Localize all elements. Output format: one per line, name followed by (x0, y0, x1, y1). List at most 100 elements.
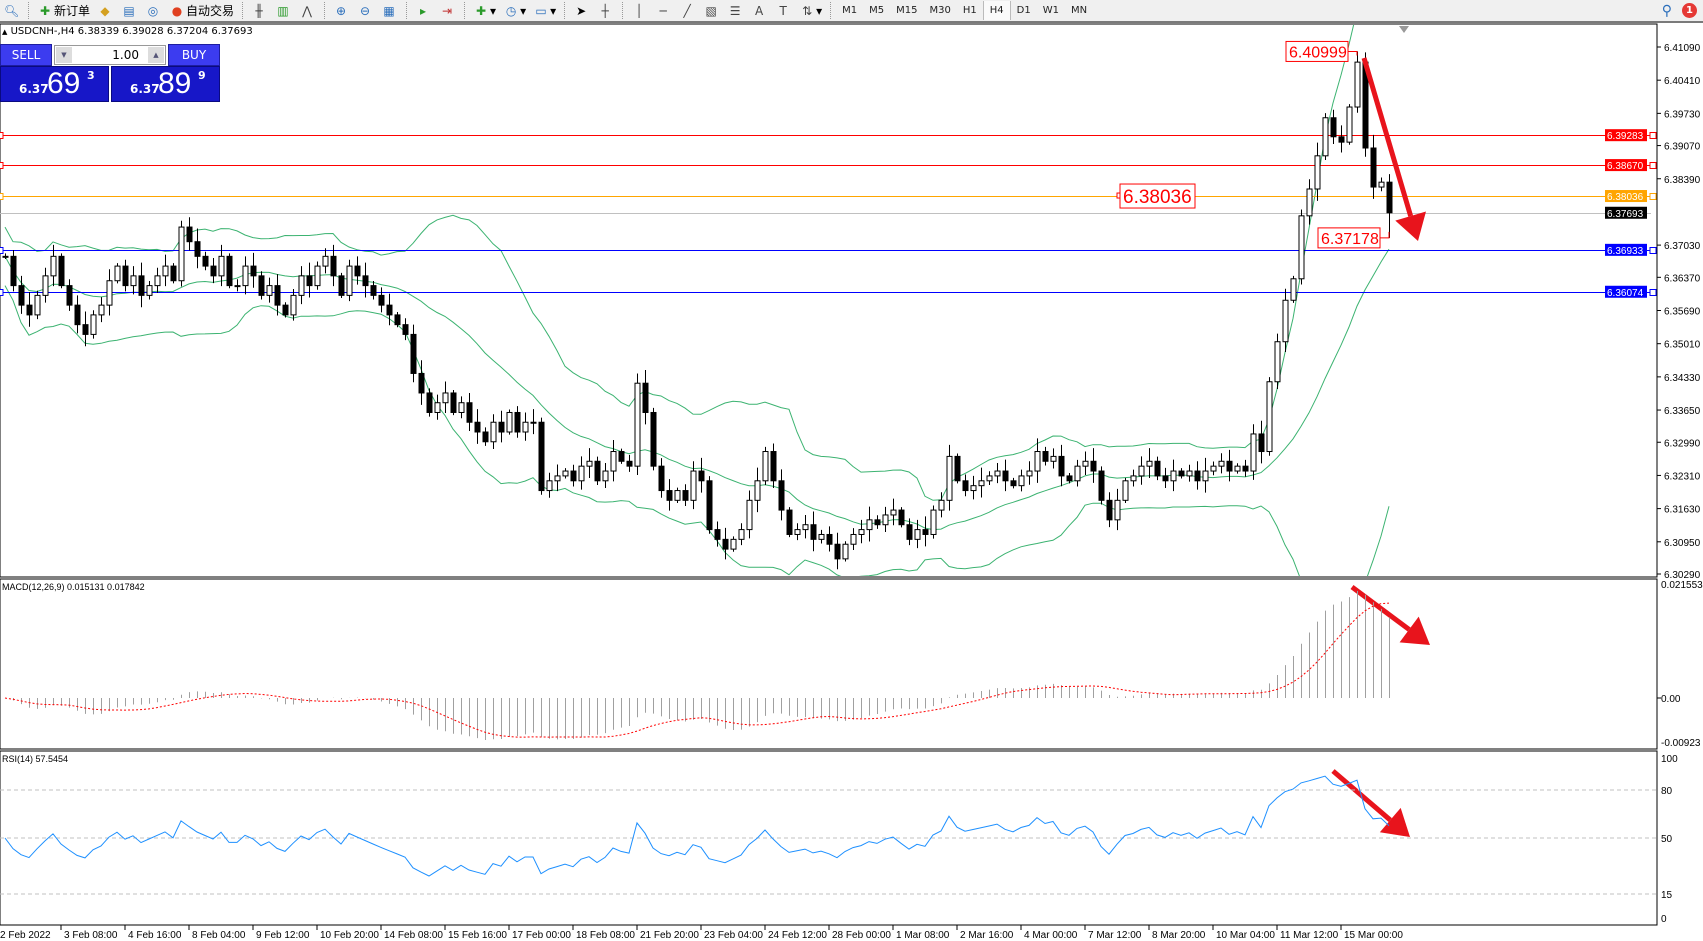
candle (1242, 459, 1249, 477)
chart-shift-button[interactable]: ⇥ (436, 1, 460, 20)
candle (578, 456, 585, 490)
timeframe-d1[interactable]: D1 (1016, 5, 1031, 16)
tile-windows-button[interactable]: ▦ (378, 1, 402, 20)
candle (738, 523, 745, 546)
price-axis-label: 6.35010 (1664, 340, 1701, 351)
lot-increase-button[interactable]: ▲ (148, 47, 164, 63)
lot-size-field[interactable]: ▼ 1.00 ▲ (54, 45, 166, 65)
templates-button[interactable]: ▭ ▾ (535, 3, 557, 18)
auto-trading-button[interactable]: ● 自动交易 (166, 1, 238, 20)
sell-price-pip: 3 (87, 69, 95, 82)
periods-button[interactable]: ◷ ▾ (505, 3, 527, 18)
metaeditor-button[interactable]: ◆ (94, 1, 118, 20)
timeframe-m15[interactable]: M15 (896, 5, 918, 16)
candle (1250, 424, 1257, 480)
line-handle[interactable] (0, 247, 4, 254)
candle (938, 492, 945, 518)
collapse-triangle-icon[interactable]: ▲ (2, 28, 8, 36)
candle-body (810, 524, 817, 540)
macd-axis-label: 0.021553 (1661, 580, 1703, 591)
candle-body (1226, 460, 1233, 472)
line-handle[interactable] (1649, 247, 1657, 254)
line-handle[interactable] (0, 162, 4, 169)
arrows-tool[interactable]: ⇅ ▾ (802, 3, 823, 18)
candlestick-button[interactable]: ▥ (272, 1, 296, 20)
candle-body (514, 411, 521, 433)
buy-price-button[interactable]: 6.37 89 9 (111, 66, 220, 102)
zoom-in-button[interactable]: ⊕ (330, 1, 354, 20)
time-axis-label: 8 Feb 04:00 (192, 930, 246, 941)
signals-button[interactable]: ◎ (142, 1, 166, 20)
candle-body (1010, 480, 1017, 487)
candle (1130, 469, 1137, 487)
candle (234, 279, 241, 292)
vertical-line-tool[interactable]: │ (628, 1, 652, 20)
text-label-tool[interactable]: T (772, 1, 796, 20)
timeframe-m1[interactable]: M1 (842, 5, 858, 16)
level-price-label-box (1119, 183, 1196, 209)
candle-body (626, 460, 633, 467)
horizontal-line-tool[interactable]: ─ (652, 1, 676, 20)
candle (426, 388, 433, 417)
candle-body (490, 421, 497, 443)
timeframe-m5[interactable]: M5 (869, 5, 885, 16)
timeframe-h4[interactable]: H4 (982, 1, 1011, 20)
rsi-axis-label: 0 (1661, 914, 1667, 925)
candle (306, 262, 313, 298)
strategy-tester-button[interactable]: ▤ (118, 1, 142, 20)
line-handle[interactable] (1649, 162, 1657, 169)
trendline-tool[interactable]: ╱ (676, 1, 700, 20)
lot-decrease-button[interactable]: ▼ (56, 47, 72, 63)
candle-body (746, 499, 753, 531)
price-down-arrow-shaft (1361, 57, 1414, 217)
cursor-tool[interactable]: ➤ (570, 1, 594, 20)
candle (2, 253, 9, 259)
candle (242, 256, 249, 295)
candle (322, 248, 329, 274)
line-handle[interactable] (1649, 132, 1657, 139)
sell-button[interactable]: SELL (0, 44, 52, 66)
fibonacci-tool[interactable]: ☰ (724, 1, 748, 20)
candle-body (970, 485, 977, 492)
line-handle[interactable] (0, 289, 4, 296)
new-order-button[interactable]: ✚ 新订单 (34, 1, 94, 20)
channel-tool[interactable]: ▧ (700, 1, 724, 20)
indicators-button[interactable]: ✚ ▾ (476, 3, 497, 18)
timeframe-h1[interactable]: H1 (962, 5, 977, 16)
search-icon[interactable]: ⚲ (1661, 2, 1672, 19)
candle (474, 409, 481, 444)
candle-body (658, 465, 665, 492)
buy-button[interactable]: BUY (168, 44, 220, 66)
candle (890, 498, 897, 526)
candle-body (450, 392, 457, 413)
chart-shift-marker-icon[interactable] (1399, 26, 1409, 33)
bar-chart-button[interactable]: ╫ (248, 1, 272, 20)
zoom-out-button[interactable]: ⊖ (354, 1, 378, 20)
time-axis-label: 24 Feb 12:00 (768, 930, 827, 941)
line-price-tag-bg (1605, 285, 1647, 298)
toolbar-separator (242, 2, 244, 19)
crosshair-tool[interactable]: ┼ (594, 1, 618, 20)
candle (482, 427, 489, 446)
lot-value[interactable]: 1.00 (112, 48, 139, 62)
line-handle[interactable] (1649, 193, 1657, 200)
candle-body (82, 324, 89, 335)
candle-body (242, 265, 249, 287)
text-tool[interactable]: A (748, 1, 772, 20)
candle-body (1002, 470, 1009, 482)
price-axis-label: 6.35690 (1664, 307, 1701, 318)
timeframe-mn[interactable]: MN (1070, 5, 1088, 16)
timeframe-w1[interactable]: W1 (1042, 5, 1059, 16)
line-handle[interactable] (1649, 289, 1657, 296)
sell-price-button[interactable]: 6.37 69 3 (0, 66, 109, 102)
zoom-tool-button[interactable]: 🔍︎ (0, 1, 24, 20)
line-handle[interactable] (0, 132, 4, 139)
magnifier-icon: 🔍︎ (4, 3, 20, 18)
auto-scroll-button[interactable]: ▸ (412, 1, 436, 20)
timeframe-m30[interactable]: M30 (929, 5, 951, 16)
line-chart-button[interactable]: ⋀ (296, 1, 320, 20)
candle (618, 448, 625, 464)
line-handle[interactable] (0, 193, 4, 200)
notification-badge[interactable]: 1 (1682, 3, 1697, 18)
